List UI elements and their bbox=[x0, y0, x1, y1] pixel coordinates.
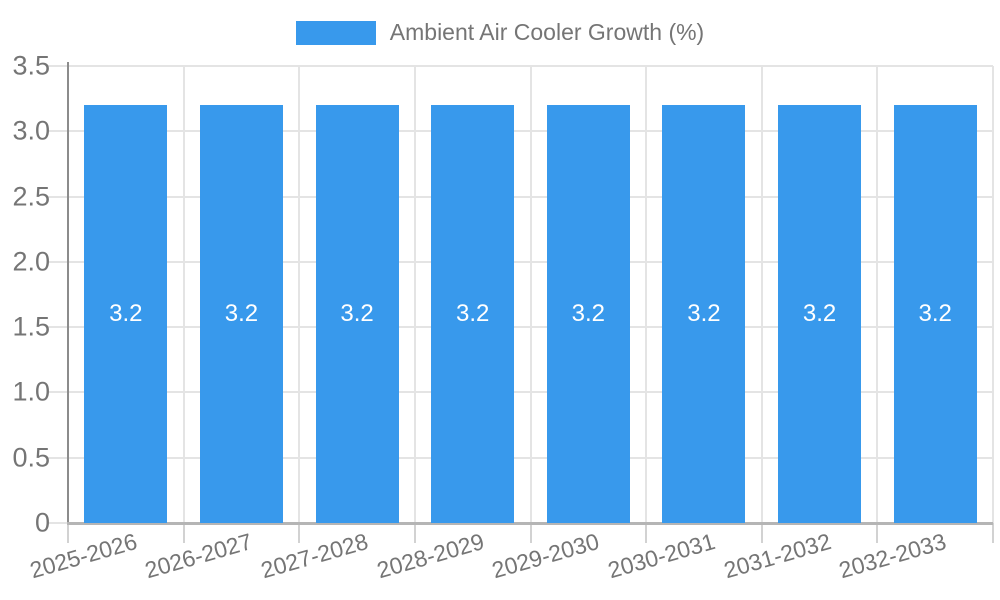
v-gridline bbox=[182, 66, 185, 523]
y-tick-mark bbox=[48, 260, 68, 263]
x-tick-mark bbox=[876, 523, 879, 543]
x-tick-label: 2032-2033 bbox=[836, 528, 950, 584]
legend-swatch bbox=[295, 20, 376, 45]
v-gridline bbox=[876, 66, 879, 523]
y-tick-mark bbox=[48, 65, 68, 67]
v-gridline bbox=[645, 66, 648, 523]
x-tick-mark bbox=[298, 523, 301, 543]
bar-value-label: 3.2 bbox=[687, 300, 721, 328]
bar[interactable] bbox=[893, 105, 977, 523]
bar[interactable] bbox=[84, 105, 168, 523]
y-tick-mark bbox=[48, 522, 68, 524]
y-tick-label: 1.0 bbox=[12, 376, 50, 407]
x-tick-label: 2029-2030 bbox=[489, 528, 603, 584]
y-axis-line bbox=[67, 62, 69, 523]
bar[interactable] bbox=[662, 105, 746, 523]
y-tick-label: 2.5 bbox=[12, 181, 50, 212]
v-gridline bbox=[413, 66, 416, 523]
legend-label: Ambient Air Cooler Growth (%) bbox=[389, 19, 705, 45]
y-tick-label: 3.0 bbox=[12, 115, 50, 146]
x-axis-line bbox=[67, 522, 993, 525]
y-tick-label: 2.0 bbox=[12, 246, 50, 277]
x-tick-mark bbox=[413, 523, 416, 543]
bar-value-label: 3.2 bbox=[224, 300, 259, 328]
y-tick-label: 0.5 bbox=[12, 442, 50, 473]
x-tick-label: 2028-2029 bbox=[373, 528, 487, 584]
bar[interactable] bbox=[546, 105, 630, 523]
x-tick-mark bbox=[645, 523, 648, 543]
v-gridline bbox=[760, 66, 763, 523]
y-tick-mark bbox=[48, 195, 68, 198]
x-tick-label: 2026-2027 bbox=[142, 528, 256, 584]
bar[interactable] bbox=[315, 105, 399, 523]
y-tick-label: 0 bbox=[34, 507, 50, 538]
y-tick-mark bbox=[48, 391, 68, 394]
x-tick-mark bbox=[992, 523, 994, 543]
y-tick-mark bbox=[48, 326, 68, 329]
y-tick-label: 1.5 bbox=[12, 311, 50, 342]
v-gridline bbox=[298, 66, 301, 523]
y-tick-mark bbox=[48, 456, 68, 459]
v-gridline bbox=[529, 66, 532, 523]
bar[interactable] bbox=[431, 105, 515, 523]
bar[interactable] bbox=[199, 105, 283, 523]
x-tick-mark bbox=[529, 523, 532, 543]
legend[interactable]: Ambient Air Cooler Growth (%) bbox=[0, 19, 1000, 47]
x-tick-mark bbox=[760, 523, 763, 543]
bar-value-label: 3.2 bbox=[571, 300, 605, 328]
bar[interactable] bbox=[778, 105, 862, 523]
x-tick-label: 2030-2031 bbox=[604, 528, 718, 584]
bar-value-label: 3.2 bbox=[456, 300, 490, 328]
y-tick-mark bbox=[48, 130, 68, 133]
x-tick-mark bbox=[67, 523, 69, 543]
bar-value-label: 3.2 bbox=[918, 300, 952, 328]
bar-value-label: 3.2 bbox=[802, 300, 837, 328]
x-tick-mark bbox=[182, 523, 185, 543]
x-tick-label: 2031-2032 bbox=[720, 528, 834, 584]
x-tick-label: 2027-2028 bbox=[258, 528, 371, 584]
bar-value-label: 3.2 bbox=[109, 300, 143, 328]
y-tick-label: 3.5 bbox=[12, 50, 50, 81]
v-gridline bbox=[992, 66, 994, 523]
bar-value-label: 3.2 bbox=[340, 300, 374, 328]
